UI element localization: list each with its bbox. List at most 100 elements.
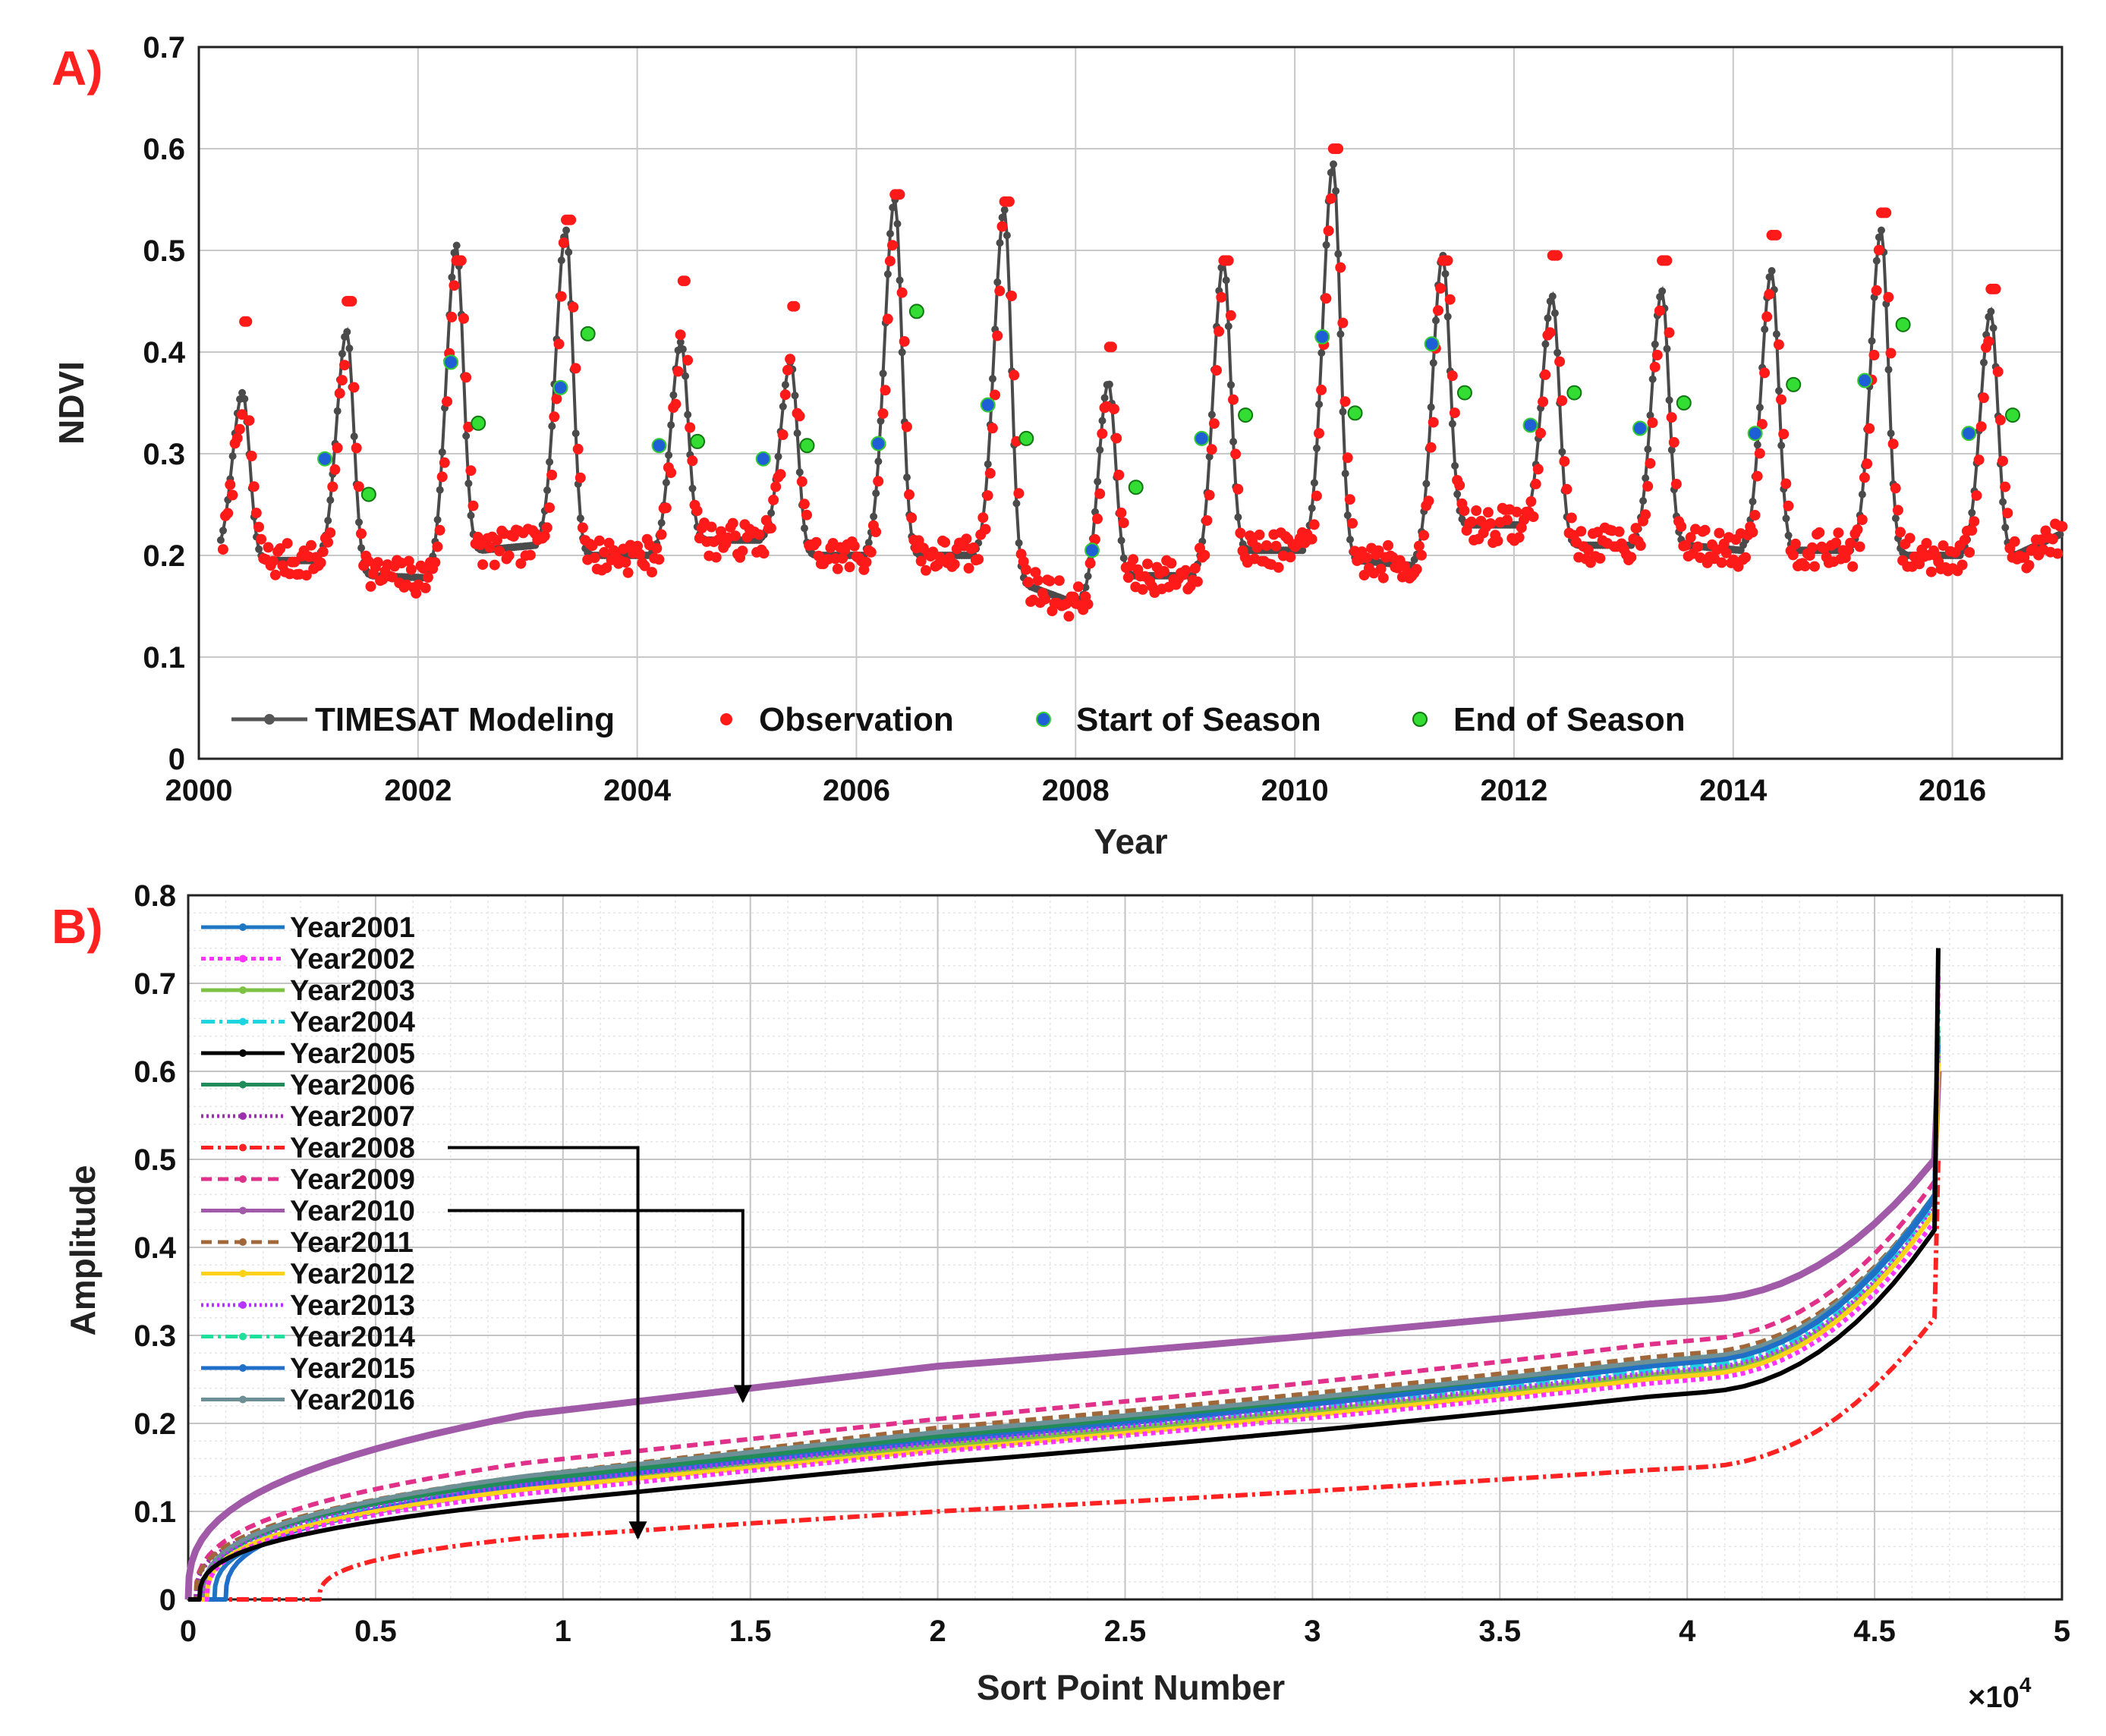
timesat-point bbox=[688, 484, 697, 492]
series-line-year2005 bbox=[188, 948, 1941, 1602]
observation-point bbox=[411, 587, 422, 599]
legend-marker-year2002 bbox=[239, 954, 247, 963]
y-tick-label: 0.3 bbox=[134, 1319, 176, 1353]
x-tick-label: 4.5 bbox=[1853, 1615, 1896, 1648]
observation-point bbox=[1938, 540, 1949, 552]
timesat-point bbox=[879, 370, 887, 378]
observation-point bbox=[622, 567, 634, 578]
observation-point bbox=[1375, 564, 1387, 574]
observation-point bbox=[348, 382, 360, 393]
x-tick-label: 1 bbox=[555, 1615, 571, 1648]
observation-point bbox=[639, 560, 650, 571]
observation-point bbox=[248, 481, 260, 492]
timesat-point bbox=[1784, 531, 1793, 539]
observation-point bbox=[653, 554, 665, 565]
observation-point bbox=[1561, 483, 1572, 495]
observation-point bbox=[1009, 370, 1020, 381]
x-tick-label: 2006 bbox=[823, 774, 890, 807]
observation-point bbox=[785, 354, 796, 365]
timesat-point bbox=[893, 220, 902, 228]
timesat-point bbox=[864, 539, 873, 547]
start-of-season-point bbox=[755, 451, 771, 467]
timesat-point bbox=[1343, 511, 1352, 520]
timesat-point bbox=[1310, 479, 1318, 487]
observation-point bbox=[1814, 527, 1825, 538]
timesat-point bbox=[238, 388, 247, 397]
observation-point bbox=[256, 533, 267, 545]
observation-point bbox=[467, 500, 479, 511]
timesat-point bbox=[767, 509, 776, 517]
observation-point bbox=[1492, 535, 1503, 546]
observation-point bbox=[1864, 423, 1875, 434]
timesat-point bbox=[1875, 233, 1883, 241]
observation-point bbox=[1032, 574, 1044, 586]
observation-point bbox=[1764, 288, 1775, 300]
observation-point bbox=[775, 469, 786, 480]
start-of-season-point bbox=[870, 436, 886, 451]
observation-point bbox=[1339, 396, 1351, 407]
timesat-point bbox=[1858, 490, 1866, 498]
observation-point bbox=[1642, 480, 1654, 492]
observation-point bbox=[2002, 508, 2013, 519]
observation-point bbox=[356, 528, 367, 539]
timesat-point bbox=[1667, 446, 1676, 454]
end-of-season-point bbox=[1456, 385, 1472, 401]
timesat-point bbox=[343, 328, 351, 336]
observation-point bbox=[1799, 561, 1811, 572]
observation-point bbox=[1201, 515, 1213, 526]
panel-a-legend: TIMESAT Modeling Observation Start of Se… bbox=[231, 701, 1686, 738]
timesat-point bbox=[546, 458, 554, 466]
observation-point bbox=[2057, 520, 2068, 532]
y-tick-label: 0.6 bbox=[134, 1055, 176, 1089]
timesat-point bbox=[791, 392, 799, 400]
observation-point bbox=[1771, 229, 1782, 241]
observation-point bbox=[1137, 583, 1148, 595]
observation-point bbox=[848, 540, 860, 552]
observation-point bbox=[503, 550, 515, 561]
timesat-point bbox=[1346, 536, 1354, 544]
panel-b-letter: B) bbox=[52, 899, 103, 954]
observation-point bbox=[332, 442, 343, 454]
panel-a-x-tick-labels: 2000 2002 2004 2006 2008 2010 2012 2014 2016 bbox=[165, 774, 1987, 807]
observation-point bbox=[1964, 547, 1975, 558]
observation-point bbox=[687, 455, 698, 467]
timesat-point bbox=[1453, 490, 1462, 498]
timesat-point bbox=[1761, 326, 1769, 333]
observation-point bbox=[1685, 532, 1696, 543]
timesat-point bbox=[1765, 273, 1774, 281]
timesat-point bbox=[1313, 444, 1321, 452]
observation-point bbox=[710, 552, 722, 563]
observation-point bbox=[894, 189, 905, 200]
observation-point bbox=[1454, 480, 1465, 491]
observation-point bbox=[1204, 489, 1215, 501]
start-of-season-point bbox=[1194, 430, 1210, 446]
legend-marker-year2014 bbox=[239, 1332, 247, 1341]
observation-point bbox=[940, 536, 951, 548]
panel-b-plot-area bbox=[184, 948, 1942, 1602]
legend-marker-year2010 bbox=[239, 1206, 247, 1215]
observation-point bbox=[237, 409, 247, 420]
observation-point bbox=[1992, 366, 2004, 377]
timesat-point bbox=[1341, 470, 1349, 478]
observation-point bbox=[1216, 291, 1227, 303]
timesat-point bbox=[874, 458, 883, 466]
timesat-point bbox=[452, 241, 461, 250]
observation-point bbox=[1333, 143, 1344, 154]
observation-point bbox=[1158, 565, 1169, 577]
observation-point bbox=[417, 563, 429, 574]
timesat-point bbox=[678, 345, 687, 354]
observation-point bbox=[1116, 507, 1127, 518]
observation-point bbox=[1640, 509, 1651, 520]
timesat-point bbox=[1868, 337, 1876, 345]
x-axis-multiplier-exponent: 4 bbox=[2019, 1673, 2032, 1697]
observation-point bbox=[1442, 255, 1453, 266]
observation-point bbox=[1756, 419, 1768, 430]
observation-point bbox=[327, 481, 338, 492]
observation-point bbox=[323, 536, 333, 548]
timesat-point bbox=[1550, 309, 1559, 317]
timesat-point bbox=[1332, 187, 1340, 195]
timesat-point bbox=[1441, 269, 1450, 278]
observation-point bbox=[572, 443, 584, 454]
observation-point bbox=[1335, 262, 1346, 273]
observation-point bbox=[1780, 478, 1792, 489]
